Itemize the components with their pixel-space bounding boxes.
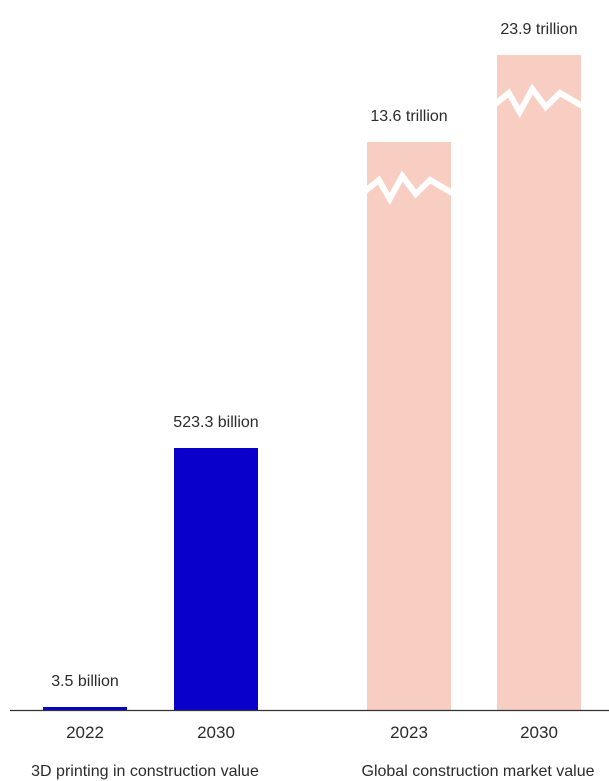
axis-break-2-2023 [362, 170, 456, 206]
bar-1-2030 [174, 448, 258, 710]
category-tick-label: 2022 [66, 723, 104, 742]
axis-break-2-2030 [492, 83, 586, 119]
value-label: 3.5 billion [51, 673, 119, 690]
value-label: 523.3 billion [173, 414, 258, 431]
category-tick-label: 2023 [390, 723, 428, 742]
category-tick-label: 2030 [197, 723, 235, 742]
value-label: 23.9 trillion [500, 21, 577, 38]
bars-layer [10, 55, 609, 712]
bar-1-2022 [43, 707, 127, 710]
value-label: 13.6 trillion [370, 108, 447, 125]
category-tick-label: 2030 [520, 723, 558, 742]
group-label: 3D printing in construction value [31, 763, 259, 780]
bar-2-2023 [367, 142, 451, 710]
bar-2-2030 [497, 55, 581, 710]
labels-layer: 3.5 billion 2022 523.3 billion 2030 3D print… [31, 21, 594, 780]
group-label: Global construction market value [362, 763, 595, 780]
